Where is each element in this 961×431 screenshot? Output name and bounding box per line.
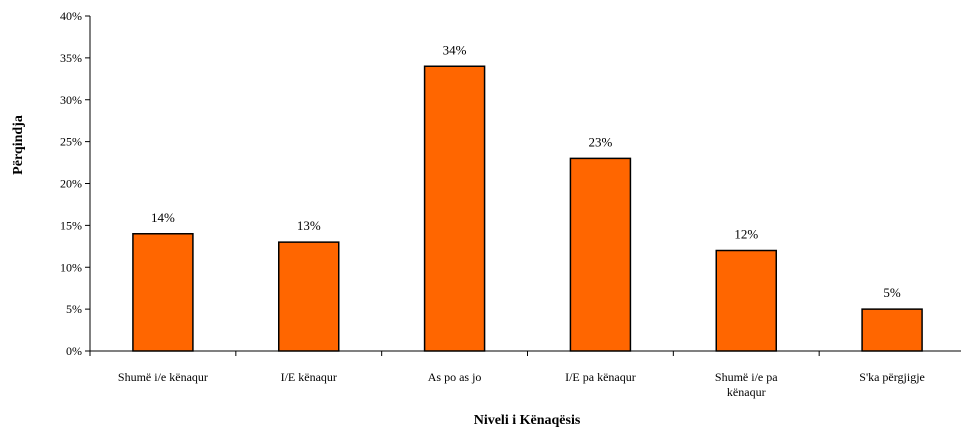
bar — [861, 308, 923, 352]
bar — [132, 233, 194, 352]
y-tick-label: 15% — [60, 218, 82, 232]
bars: 14% 13% 34% 23% 12% 5% — [132, 42, 923, 352]
y-axis: 0% 5% 10% 15% 20% 25% 30% 35% 40% — [60, 9, 91, 358]
bar — [569, 157, 632, 352]
y-tick-label: 0% — [66, 344, 82, 358]
y-tick-label: 40% — [60, 9, 82, 23]
bar — [715, 249, 777, 352]
x-category-label: I/E pa kënaqur — [565, 370, 636, 384]
y-tick-label: 5% — [66, 302, 82, 316]
y-tick-label: 10% — [60, 260, 82, 274]
bar-data-label: 12% — [734, 227, 758, 242]
bar-data-label: 13% — [297, 218, 321, 233]
x-axis-title: Niveli i Kënaqësis — [474, 413, 581, 428]
x-category-label: kënaqur — [727, 385, 766, 399]
y-tick-label: 20% — [60, 177, 82, 191]
x-axis: Shumë i/e kënaqur I/E kënaqur As po as jo I… — [89, 350, 961, 399]
y-tick-label: 35% — [60, 51, 82, 65]
y-tick-label: 30% — [60, 93, 82, 107]
y-tick-label: 25% — [60, 135, 82, 149]
bar-data-label: 5% — [883, 285, 901, 300]
y-axis-title: Përqindja — [11, 115, 26, 175]
x-category-label: As po as jo — [428, 370, 482, 384]
x-category-label: S'ka përgjigje — [859, 370, 925, 384]
bar-data-label: 34% — [443, 42, 467, 57]
bar — [278, 241, 340, 352]
x-category-label: Shumë i/e pa — [715, 370, 778, 384]
x-category-label: I/E kënaqur — [281, 370, 337, 384]
x-category-label: Shumë i/e kënaqur — [118, 370, 208, 384]
bar — [423, 65, 486, 352]
bar-data-label: 23% — [588, 134, 612, 149]
bar-data-label: 14% — [151, 210, 175, 225]
